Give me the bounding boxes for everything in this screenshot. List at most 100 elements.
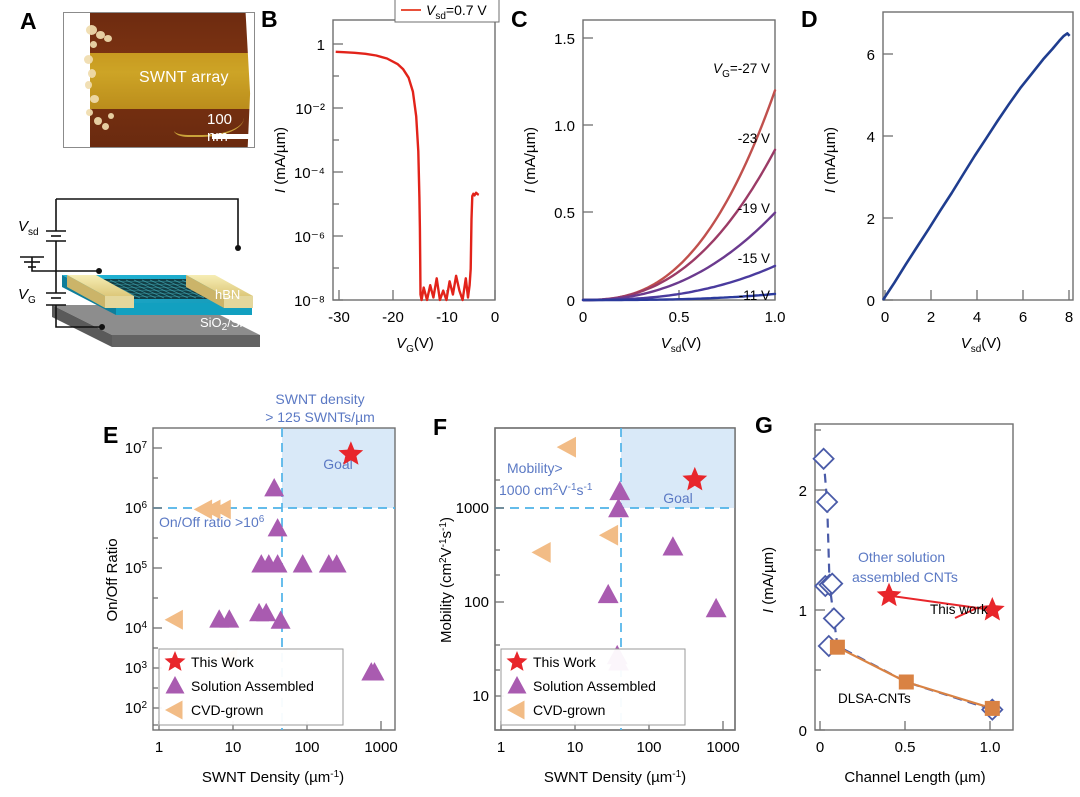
panel-d-chart: 0 2 4 6 0 2 4 6 8 I (mA/µm) Vsd(V) [822, 11, 1074, 355]
panel-g-annotation-this-work: This work [930, 602, 988, 617]
panel-f-chart: Goal Mobility> 1000 cm2V-1s-1 1000 100 1… [438, 427, 740, 786]
panel-d-xtick-2: 4 [973, 309, 981, 326]
panel-g-x-ticks [819, 721, 991, 730]
panel-f-xtick-2: 100 [636, 739, 661, 756]
legend-triangle-left-icon [165, 700, 183, 720]
pd-au-label: Pd/Au [213, 253, 248, 268]
circuit-wires [31, 198, 239, 328]
panel-e-xtick-3: 1000 [364, 739, 397, 756]
panel-f-legend-label-1: Solution Assembled [533, 678, 656, 694]
panel-c-curve-label-3: -15 V [738, 251, 770, 266]
panel-d-ytick-2: 4 [867, 129, 875, 146]
panel-e-ytick-1e3: 103 [125, 660, 148, 677]
panel-e-annotation-line2: > 125 SWNTs/µm [265, 409, 375, 425]
panel-b-curve [335, 50, 480, 302]
panel-d-curve [881, 32, 1071, 301]
panel-c-label: C [511, 6, 528, 32]
panel-g-ytick-1: 1 [799, 603, 807, 620]
triangle-up-datapoint [608, 498, 629, 518]
panel-f-threshold-line1: Mobility> [507, 460, 563, 476]
panel-e-ytick-1e2: 102 [125, 700, 148, 717]
source-electrode [67, 275, 134, 308]
square-filled-datapoint [829, 639, 845, 655]
panel-f-xtick-3: 1000 [706, 739, 739, 756]
panel-f-ytick-100: 100 [464, 594, 489, 611]
ground-icon [20, 256, 44, 268]
panel-g-datapoints [812, 447, 1005, 721]
afm-left-margin [64, 13, 90, 147]
panel-g-ytick-0: 0 [799, 723, 807, 740]
triangle-up-datapoint [705, 597, 727, 618]
triangle-up-datapoint [267, 518, 288, 537]
panel-e-xtick-1: 10 [225, 739, 242, 756]
panel-g: G 0 1 2 0 0.5 1.0 I (mA/µm) Channel Leng… [745, 390, 1080, 797]
panel-e-annotation-line1: SWNT density [275, 391, 364, 407]
panel-g-label: G [755, 412, 773, 438]
panel-g-ylabel: I (mA/µm) [760, 547, 777, 613]
afm-swirl-feature [174, 105, 244, 137]
panel-g-annotation-dlsa: DLSA-CNTs [838, 691, 911, 706]
panel-f-xlabel: SWNT Density (µm-1) [544, 769, 686, 786]
afm-overlay-label: SWNT array [139, 69, 229, 86]
triangle-left-datapoint [598, 524, 619, 546]
vg-battery-icon [46, 292, 66, 306]
panel-g-this-work-line [888, 594, 993, 611]
panel-g-xtick-1: 0.5 [895, 739, 916, 756]
triangle-up-datapoint [662, 536, 684, 556]
panel-e: E SWNT density > 125 SWNTs/µm Goal On/Of… [95, 390, 425, 797]
panel-c-ytick-2: 1.0 [554, 118, 575, 135]
substrate-label: SiO2/Si [200, 315, 243, 333]
panel-g-this-work-leader [954, 607, 978, 619]
panel-e-legend-label-1: Solution Assembled [191, 678, 314, 694]
panel-b-chart: 1 10⁻² 10⁻⁴ 10⁻⁶ 10⁻⁸ -30 -20 -10 0 I (m… [272, 0, 500, 355]
square-filled-datapoint [984, 700, 1000, 716]
afm-particles [82, 21, 116, 139]
drain-electrode [186, 275, 253, 308]
contact-point-gate [99, 324, 105, 330]
hbn-label: hBN [215, 287, 240, 302]
triangle-up-datapoint [326, 554, 347, 573]
panel-c-xtick-0: 0 [579, 309, 587, 326]
panel-g-xtick-2: 1.0 [980, 739, 1001, 756]
panel-e-legend-label-0: This Work [191, 654, 255, 670]
panel-f-goal-label: Goal [663, 490, 693, 506]
panel-c-xtick-2: 1.0 [765, 309, 786, 326]
panel-g-chart: 0 1 2 0 0.5 1.0 I (mA/µm) Channel Length… [760, 423, 1014, 786]
star-datapoint [682, 466, 708, 491]
panel-f-y-ticks [495, 479, 504, 697]
legend-triangle-left-icon [507, 700, 525, 720]
panel-c-ytick-3: 1.5 [554, 31, 575, 48]
panel-e-label: E [103, 422, 119, 448]
panel-e-chart: SWNT density > 125 SWNTs/µm Goal On/Off … [104, 391, 398, 786]
panel-g-xlabel: Channel Length (µm) [844, 769, 985, 786]
panel-c-xtick-1: 0.5 [669, 309, 690, 326]
triangle-left-datapoint [202, 499, 221, 520]
panel-b-ytick-1: 10⁻² [295, 101, 325, 118]
panel-f-xtick-0: 1 [497, 739, 505, 756]
legend-triangle-up-icon [507, 676, 527, 694]
legend-star-icon [164, 651, 186, 671]
panel-e-ytick-1e5: 105 [125, 560, 148, 577]
star-datapoint [338, 441, 364, 465]
triangle-left-datapoint [531, 542, 551, 563]
vg-label: VG [18, 286, 36, 306]
panel-c-curves [581, 89, 777, 302]
star-datapoint [876, 582, 902, 607]
panel-e-ytick-1e4: 104 [125, 620, 148, 637]
panel-a: A SWNT array 100 nm [0, 0, 270, 360]
panel-b-ytick-4: 10⁻⁸ [294, 293, 325, 310]
panel-f-xtick-1: 10 [567, 739, 584, 756]
panel-b-ytick-0: 1 [317, 37, 325, 54]
panel-g-annotation-other-1: Other solution [858, 549, 945, 565]
panel-f-goal-region [621, 428, 735, 508]
triangle-left-datapoint [164, 609, 183, 630]
panel-f-legend-label-0: This Work [533, 654, 597, 670]
panel-d-ylabel: I (mA/µm) [822, 127, 839, 193]
panel-c-curve-4 [581, 292, 777, 302]
triangle-up-datapoint [264, 478, 285, 497]
afm-right-margin [245, 13, 254, 147]
panel-c-curve-label-4: -11 V [739, 288, 770, 303]
afm-scalebar [212, 134, 254, 139]
panel-c-ytick-0: 0 [567, 293, 575, 310]
panel-e-xtick-0: 1 [155, 739, 163, 756]
